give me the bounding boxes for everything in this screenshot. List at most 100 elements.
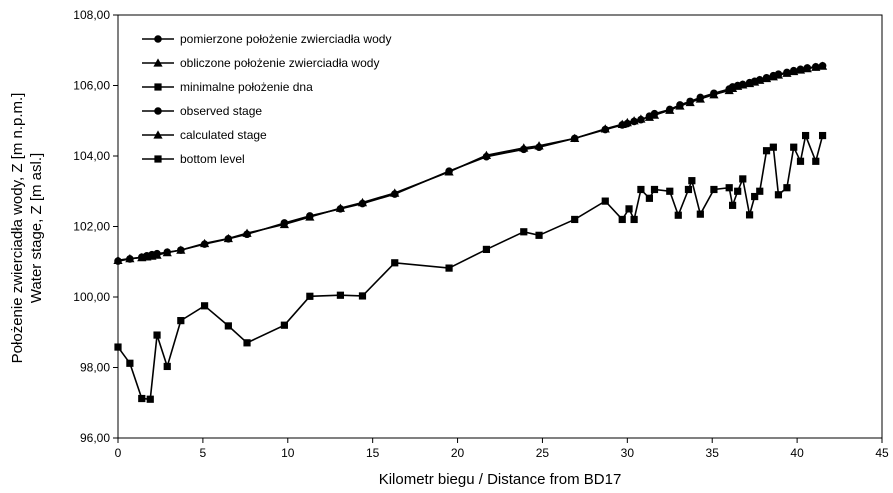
data-point bbox=[811, 62, 821, 71]
x-tick-label: 30 bbox=[621, 446, 635, 460]
data-point bbox=[818, 131, 827, 140]
data-point bbox=[153, 331, 161, 339]
legend-entry: calculated stage bbox=[142, 128, 267, 142]
y-tick-label: 98,00 bbox=[80, 361, 110, 375]
data-point bbox=[782, 68, 792, 77]
data-point bbox=[738, 80, 748, 89]
data-point bbox=[696, 210, 704, 218]
y-tick-label: 106,00 bbox=[73, 79, 110, 93]
data-point bbox=[534, 141, 544, 150]
x-tick-label: 0 bbox=[115, 446, 122, 460]
data-point bbox=[756, 187, 764, 195]
data-point bbox=[675, 101, 685, 110]
data-point bbox=[649, 110, 660, 119]
data-point bbox=[644, 112, 655, 121]
legend-label: minimalne położenie dna bbox=[180, 80, 313, 94]
data-point bbox=[666, 187, 674, 195]
data-point bbox=[390, 188, 400, 197]
series-bottom-level bbox=[114, 131, 827, 403]
data-point bbox=[280, 321, 288, 329]
y-tick-label: 108,00 bbox=[73, 8, 110, 22]
data-point bbox=[600, 124, 610, 133]
data-point bbox=[795, 65, 806, 74]
data-point bbox=[645, 194, 654, 202]
x-tick-label: 15 bbox=[366, 446, 380, 460]
data-point bbox=[162, 247, 172, 257]
data-point bbox=[535, 231, 543, 239]
data-point bbox=[783, 184, 791, 192]
x-tick-label: 10 bbox=[281, 446, 295, 460]
data-point bbox=[684, 185, 693, 194]
data-point bbox=[177, 317, 185, 325]
data-point bbox=[163, 362, 171, 371]
legend-marker bbox=[154, 83, 162, 91]
data-point bbox=[739, 175, 747, 183]
legend-label: bottom level bbox=[180, 152, 245, 166]
data-point bbox=[125, 253, 135, 263]
data-point bbox=[674, 211, 682, 219]
data-point bbox=[817, 61, 828, 70]
legend-marker bbox=[154, 107, 162, 115]
data-point bbox=[444, 167, 454, 176]
data-point bbox=[358, 292, 367, 300]
data-point bbox=[199, 238, 210, 248]
data-point bbox=[774, 191, 783, 199]
legend-entry: observed stage bbox=[142, 104, 262, 118]
series-layer bbox=[113, 61, 828, 403]
x-tick-label: 25 bbox=[536, 446, 550, 460]
data-point bbox=[725, 184, 733, 192]
data-point bbox=[762, 147, 771, 155]
legend-label: pomierzone położenie zwierciadła wody bbox=[180, 32, 391, 46]
data-point bbox=[200, 302, 209, 310]
data-point bbox=[709, 90, 719, 99]
x-tick-label: 35 bbox=[706, 446, 720, 460]
data-point bbox=[152, 250, 162, 259]
data-point bbox=[755, 75, 765, 84]
data-point bbox=[224, 322, 232, 330]
data-point bbox=[727, 83, 738, 92]
data-point bbox=[223, 233, 233, 243]
data-point bbox=[243, 339, 251, 347]
data-point bbox=[335, 203, 346, 212]
data-point bbox=[176, 245, 186, 254]
legend-label: obliczone położenie zwierciadła wody bbox=[180, 56, 379, 70]
legend-label: calculated stage bbox=[180, 128, 267, 142]
data-point bbox=[769, 143, 777, 151]
data-point bbox=[650, 185, 659, 194]
legend-marker bbox=[153, 130, 163, 139]
data-point bbox=[789, 66, 799, 76]
data-point bbox=[685, 97, 695, 107]
data-point bbox=[622, 117, 632, 127]
y-axis-label-polish: Położenie zwierciadła wody, Z [m n.p.m.] bbox=[9, 93, 26, 364]
data-point bbox=[618, 215, 626, 224]
y-tick-label: 100,00 bbox=[73, 290, 110, 304]
legend-marker bbox=[154, 35, 162, 43]
data-point bbox=[114, 343, 122, 351]
data-point bbox=[636, 114, 646, 123]
data-point bbox=[796, 157, 805, 165]
x-tick-label: 40 bbox=[790, 446, 804, 460]
x-tick-label: 20 bbox=[451, 446, 465, 460]
plot-axes: 0 5 10 15 20 25 30 35 40 45 96,00 98,00 100,00 102,00… bbox=[73, 8, 889, 460]
data-point bbox=[761, 73, 772, 83]
legend-marker bbox=[153, 58, 163, 67]
data-point bbox=[520, 228, 528, 236]
y-tick-label: 104,00 bbox=[73, 149, 110, 163]
data-point bbox=[790, 143, 798, 151]
data-point bbox=[773, 70, 784, 79]
data-point bbox=[710, 185, 718, 194]
data-point bbox=[305, 212, 315, 221]
data-point bbox=[695, 94, 705, 103]
y-axis-label-english: Water stage, Z [m asl.] bbox=[28, 153, 45, 303]
chart-legend: pomierzone położenie zwierciadła wody obl… bbox=[142, 32, 391, 166]
data-point bbox=[481, 150, 492, 159]
data-point bbox=[637, 185, 645, 194]
x-tick-label: 45 bbox=[875, 446, 889, 460]
legend-entry: minimalne położenie dna bbox=[142, 80, 313, 94]
data-point bbox=[126, 359, 134, 367]
data-point bbox=[745, 211, 754, 219]
data-point bbox=[802, 131, 810, 140]
data-point bbox=[306, 292, 314, 300]
y-tick-label: 96,00 bbox=[80, 431, 110, 445]
data-point bbox=[601, 197, 609, 205]
